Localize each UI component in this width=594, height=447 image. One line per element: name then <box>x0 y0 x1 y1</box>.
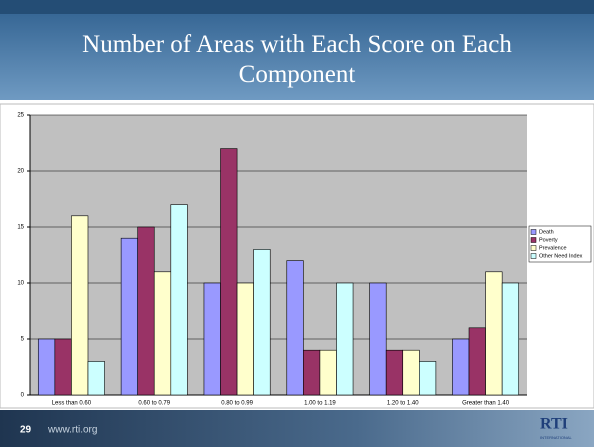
bar <box>253 249 271 396</box>
bar <box>137 226 155 396</box>
legend-label: Other Need Index <box>539 253 583 259</box>
header-band <box>0 0 594 100</box>
y-tick-label: 0 <box>21 393 25 399</box>
bar <box>236 282 254 396</box>
legend-box <box>528 225 592 263</box>
header-strip <box>0 0 594 14</box>
bar <box>501 282 520 396</box>
y-tick-label: 20 <box>17 169 24 175</box>
bar <box>419 361 437 396</box>
legend-label: Death <box>539 229 554 235</box>
x-tick-label: Greater than 1.40 <box>462 401 510 407</box>
bar <box>336 282 354 396</box>
y-tick-label: 15 <box>17 225 24 231</box>
bar <box>37 338 56 396</box>
y-tick-label: 25 <box>17 113 24 119</box>
bar <box>385 349 404 396</box>
plot-area <box>30 115 527 395</box>
x-tick-label: Less than 0.60 <box>52 401 92 407</box>
footer-url: www.rti.org <box>47 425 97 436</box>
bar <box>452 338 470 396</box>
bar <box>402 349 420 396</box>
y-tick-label: 5 <box>21 337 25 343</box>
y-tick-label: 10 <box>17 281 24 287</box>
legend-swatch <box>530 229 537 235</box>
x-tick-label: 0.80 to 0.99 <box>221 401 253 407</box>
bar <box>485 271 503 396</box>
logo-sub: INTERNATIONAL <box>540 435 572 440</box>
bar <box>71 215 89 396</box>
legend-label: Prevalence <box>539 245 567 251</box>
x-tick-label: 1.00 to 1.19 <box>304 401 336 407</box>
bar <box>153 271 172 396</box>
bar <box>286 260 304 396</box>
legend-swatch <box>530 253 537 259</box>
logo: RTI <box>540 416 568 433</box>
bar <box>369 282 387 396</box>
footer-band <box>0 410 594 447</box>
chart-title: Number of Areas with Each Score on Each C… <box>82 31 512 88</box>
bar <box>54 338 72 396</box>
bar <box>203 282 221 396</box>
bar <box>220 148 238 396</box>
bar <box>468 327 486 396</box>
legend-label: Poverty <box>539 237 558 243</box>
page-number: 29 <box>20 425 32 436</box>
bar <box>303 349 321 396</box>
bar <box>170 204 188 396</box>
legend-swatch <box>530 237 537 243</box>
x-tick-label: 0.60 to 0.79 <box>138 401 170 407</box>
bar <box>120 237 138 396</box>
x-tick-label: 1.20 to 1.40 <box>387 401 419 407</box>
bar <box>87 361 105 396</box>
bar <box>319 349 337 396</box>
legend-swatch <box>530 245 537 251</box>
